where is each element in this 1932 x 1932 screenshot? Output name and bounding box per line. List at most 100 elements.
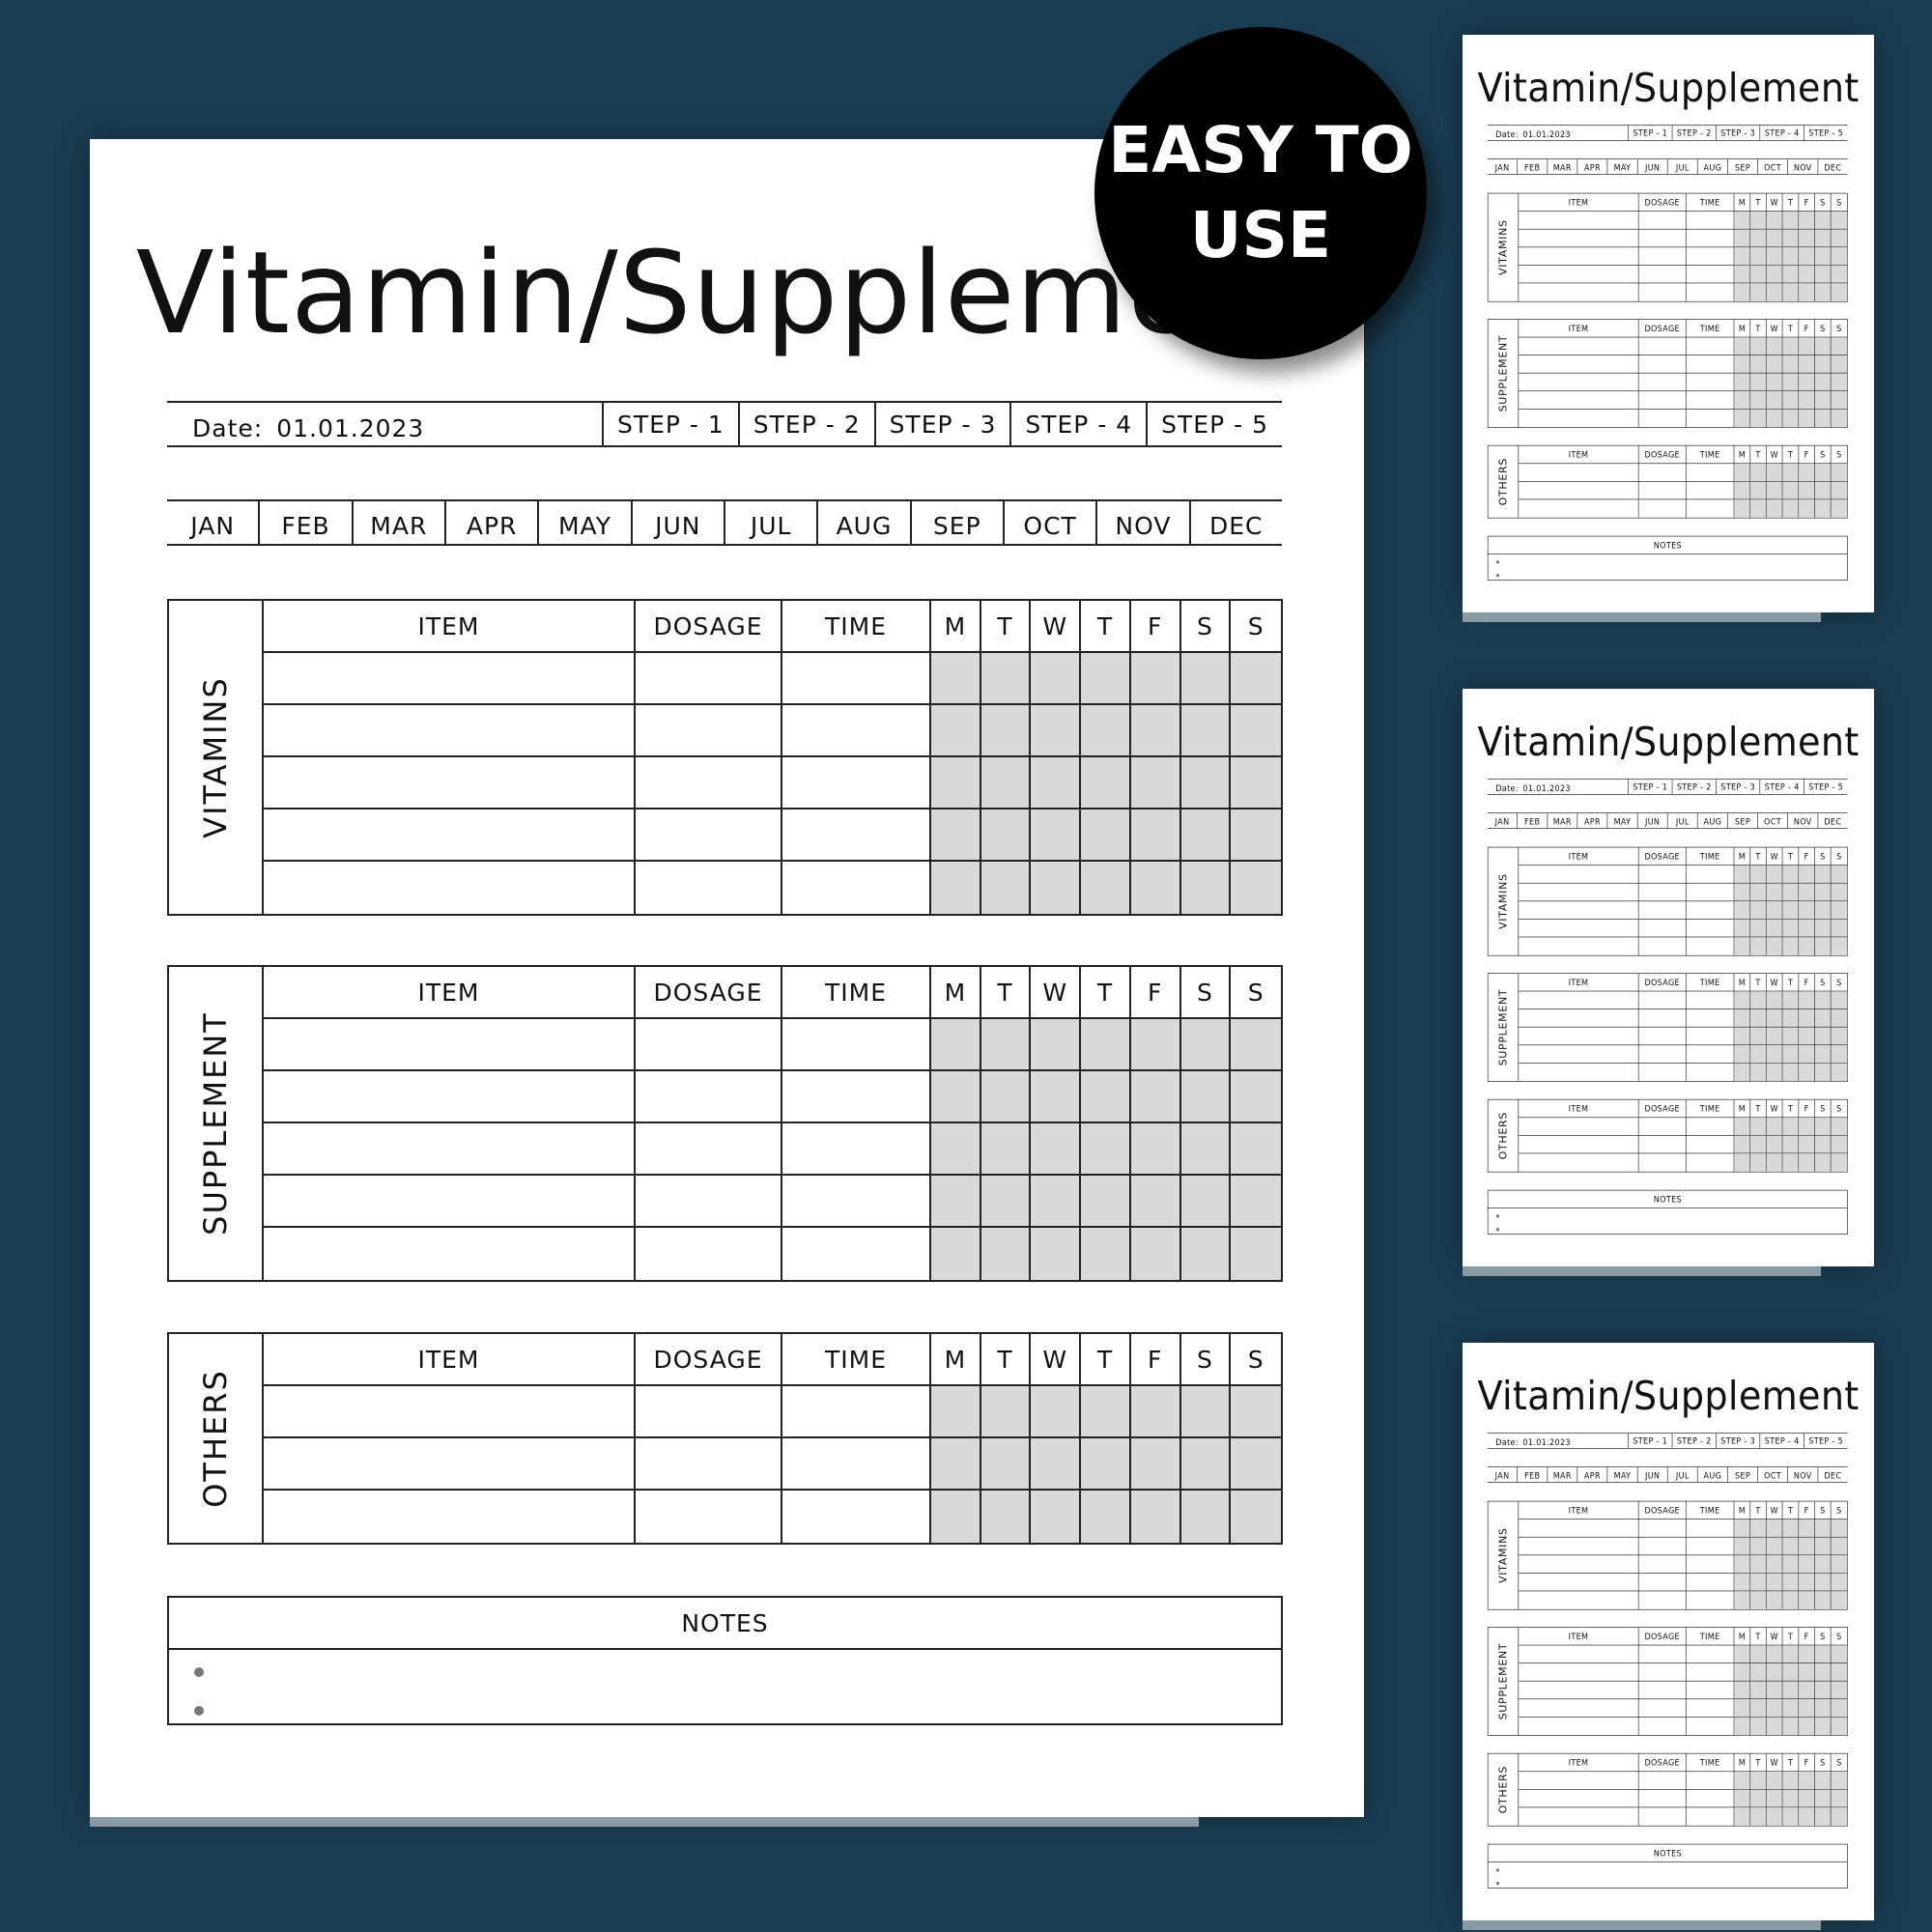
day-check-cell <box>1130 757 1181 810</box>
day-check-cell <box>1831 1699 1848 1718</box>
day-check-cell <box>1814 1153 1832 1172</box>
entry-cell <box>1686 1573 1735 1592</box>
thumbnail-page-2: Vitamin/Supplement Date: 01.01.2023 STEP - … <box>1463 689 1874 1276</box>
month-jan: JAN <box>1494 1470 1510 1481</box>
day-header: W <box>1766 1099 1783 1119</box>
day-header: S <box>1831 320 1848 338</box>
section-others: OTHERS ITEM DOSAGE TIME M T W T F S S <box>1487 1752 1848 1827</box>
day-check-cell <box>1782 937 1800 955</box>
day-check-cell <box>931 1491 981 1543</box>
day-check-cell <box>931 1438 981 1491</box>
day-check-cell <box>1799 1591 1815 1609</box>
step-5: STEP - 5 <box>1804 125 1847 141</box>
note-bullet <box>1495 1881 1500 1886</box>
entry-cell <box>1638 409 1687 428</box>
day-check-cell <box>1799 1681 1815 1700</box>
day-check-cell <box>1814 391 1832 410</box>
day-check-cell <box>1831 1807 1848 1826</box>
day-check-cell <box>1231 1386 1281 1438</box>
day-check-cell <box>1766 1573 1783 1592</box>
day-check-cell <box>1231 1228 1281 1280</box>
day-check-cell <box>1734 1699 1751 1718</box>
day-check-cell <box>1782 409 1800 428</box>
day-check-cell <box>1766 391 1783 410</box>
day-header: T <box>1081 1334 1131 1386</box>
day-check-cell <box>1831 391 1848 410</box>
entry-cell <box>1638 464 1687 482</box>
day-check-cell <box>1831 1645 1848 1663</box>
section-label: VITAMINS <box>1488 1501 1520 1609</box>
section-label: VITAMINS <box>169 601 264 914</box>
entry-cell <box>636 1438 782 1491</box>
entry-cell <box>1686 1662 1735 1682</box>
day-check-cell <box>1814 1555 1832 1574</box>
step-1: STEP - 1 <box>602 403 738 445</box>
entry-cell <box>636 757 782 810</box>
day-header: S <box>1180 967 1232 1019</box>
column-header-dosage: DOSAGE <box>1638 319 1687 338</box>
entry-cell <box>636 810 782 862</box>
day-check-cell <box>1831 283 1848 301</box>
day-header: S <box>1814 445 1832 465</box>
month-nov: NOV <box>1787 813 1817 829</box>
day-header: T <box>980 1334 1032 1386</box>
entry-cell <box>1638 229 1687 248</box>
entry-cell <box>636 1386 782 1438</box>
day-check-cell <box>1799 481 1815 500</box>
section-grid: ITEM DOSAGE TIME M T W T F S S <box>1519 319 1848 428</box>
entry-cell <box>1519 1591 1639 1609</box>
day-check-cell <box>1831 1717 1848 1736</box>
day-check-cell <box>1814 901 1832 920</box>
day-check-cell <box>931 1386 981 1438</box>
day-check-cell <box>1831 247 1848 266</box>
column-header-item: ITEM <box>1519 445 1639 465</box>
day-header: F <box>1130 967 1181 1019</box>
column-header-dosage: DOSAGE <box>636 1334 782 1386</box>
day-check-cell <box>1081 1228 1131 1280</box>
entry-cell <box>264 1019 636 1071</box>
day-check-cell <box>1782 1789 1800 1808</box>
entry-cell <box>1687 1063 1735 1082</box>
column-header-dosage: DOSAGE <box>636 967 782 1019</box>
day-check-cell <box>1750 1555 1767 1574</box>
entry-cell <box>1686 373 1735 392</box>
day-header: W <box>1766 319 1783 338</box>
section-label: VITAMINS <box>1488 847 1520 955</box>
date-field: Date: 01.01.2023 <box>1488 1434 1628 1448</box>
day-check-cell <box>1799 1662 1815 1682</box>
section-label: VITAMINS <box>1488 193 1520 301</box>
day-check-cell <box>1766 919 1783 938</box>
day-header: M <box>1734 1753 1751 1773</box>
day-header: F <box>1799 445 1815 465</box>
column-header-dosage: DOSAGE <box>1638 847 1687 867</box>
day-check-cell <box>1814 481 1832 500</box>
day-header: T <box>1782 319 1800 338</box>
day-check-cell <box>1750 1537 1767 1556</box>
day-check-cell <box>1180 653 1232 705</box>
entry-cell <box>1638 1717 1687 1736</box>
day-check-cell <box>1734 464 1751 482</box>
entry-cell <box>1519 1009 1639 1028</box>
day-check-cell <box>1734 1063 1751 1082</box>
step-3: STEP - 3 <box>1716 1433 1759 1449</box>
day-check-cell <box>1734 937 1751 955</box>
day-check-cell <box>1734 229 1751 248</box>
month-sep: SEP <box>1727 159 1757 175</box>
entry-cell <box>1638 337 1687 355</box>
day-check-cell <box>1130 653 1181 705</box>
day-check-cell <box>1130 862 1181 914</box>
day-check-cell <box>1799 265 1815 284</box>
day-check-cell <box>1782 1772 1800 1790</box>
entry-cell <box>1519 1789 1639 1808</box>
day-check-cell <box>1766 1063 1783 1082</box>
month-bar: JAN FEB MAR APR MAY JUN JUL AUG SEP OCT NOV DEC <box>1487 1466 1848 1483</box>
column-header-time: TIME <box>1686 445 1735 465</box>
day-check-cell <box>1750 1009 1767 1028</box>
day-check-cell <box>1766 373 1783 392</box>
day-check-cell <box>1734 1789 1751 1808</box>
entry-cell <box>1519 1645 1639 1663</box>
step-4: STEP - 4 <box>1759 779 1804 795</box>
entry-cell <box>1519 1573 1639 1592</box>
entry-cell <box>1519 409 1639 428</box>
